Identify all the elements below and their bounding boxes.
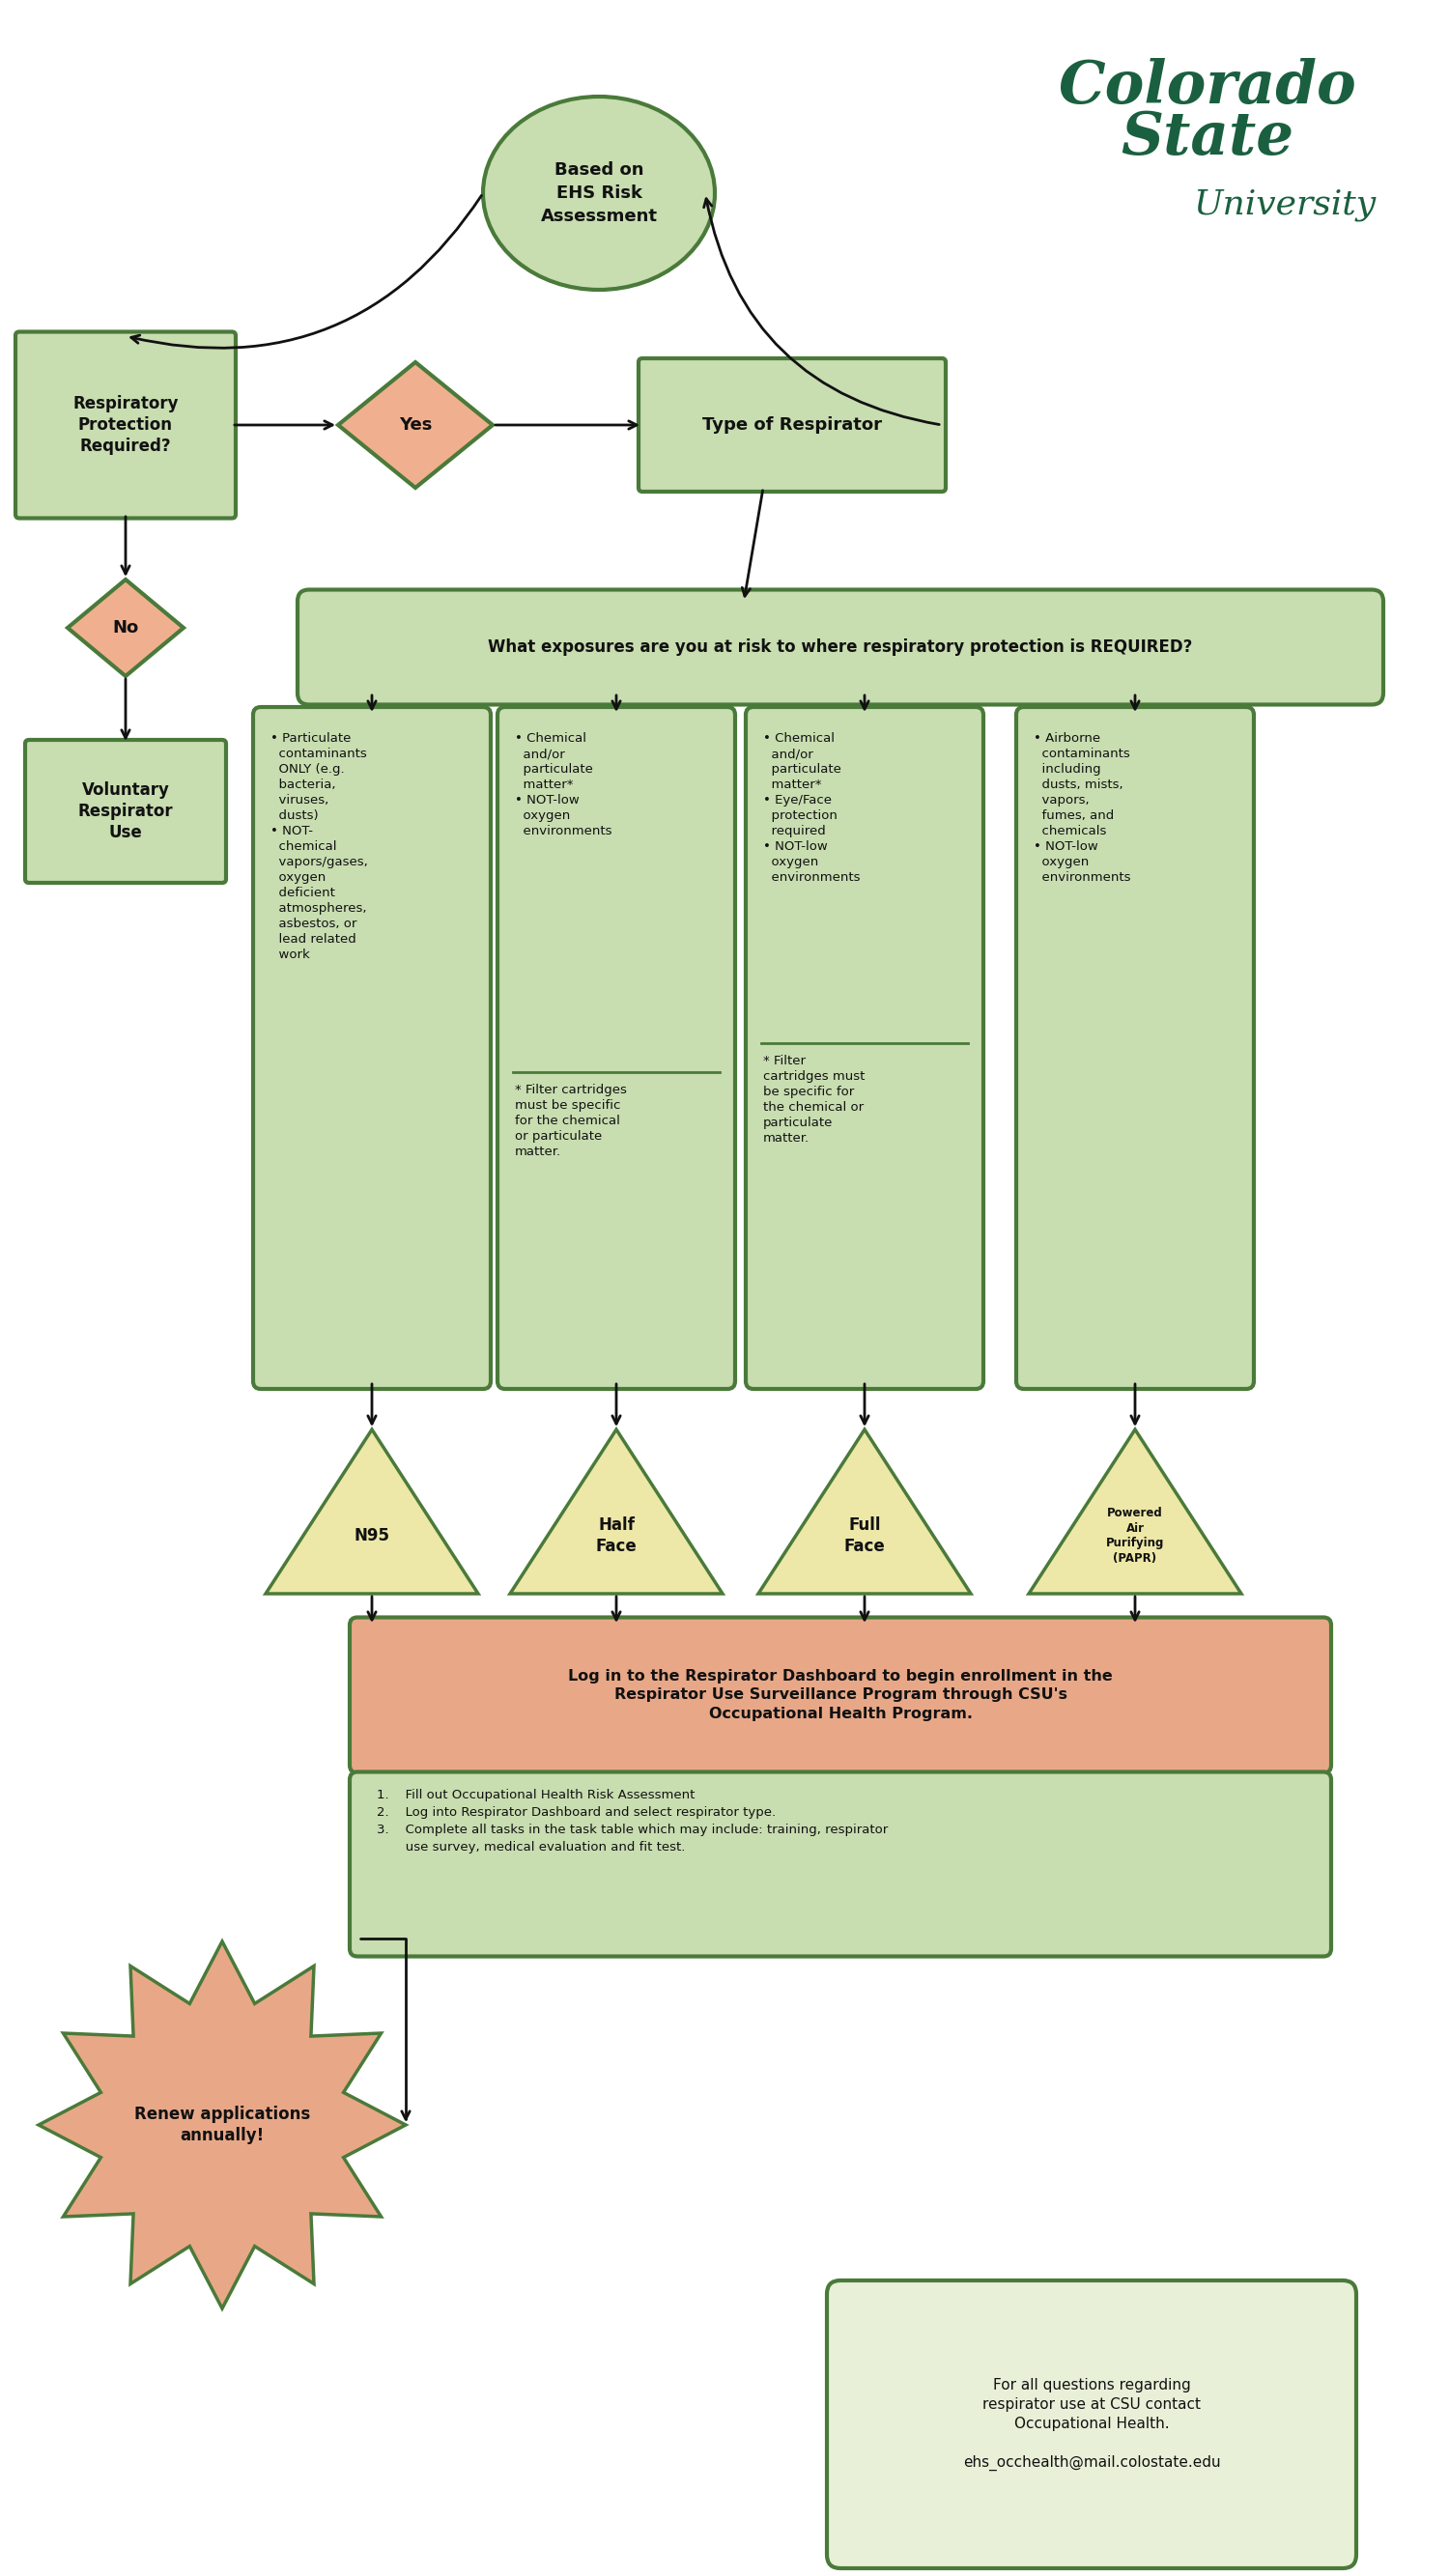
FancyBboxPatch shape — [1016, 706, 1253, 1388]
Polygon shape — [265, 1430, 478, 1595]
Text: • Chemical
  and/or
  particulate
  matter*
• NOT-low
  oxygen
  environments: • Chemical and/or particulate matter* • … — [514, 732, 611, 837]
Text: University: University — [1194, 188, 1377, 222]
Text: What exposures are you at risk to where respiratory protection is REQUIRED?: What exposures are you at risk to where … — [488, 639, 1193, 657]
Text: Colorado
State: Colorado State — [1058, 57, 1356, 167]
Text: Type of Respirator: Type of Respirator — [703, 417, 882, 433]
Text: Log in to the Respirator Dashboard to begin enrollment in the
Respirator Use Sur: Log in to the Respirator Dashboard to be… — [568, 1669, 1113, 1721]
Text: 1.    Fill out Occupational Health Risk Assessment
2.    Log into Respirator Das: 1. Fill out Occupational Health Risk Ass… — [377, 1788, 888, 1855]
Text: • Chemical
  and/or
  particulate
  matter*
• Eye/Face
  protection
  required
•: • Chemical and/or particulate matter* • … — [764, 732, 861, 884]
Text: Based on
EHS Risk
Assessment: Based on EHS Risk Assessment — [540, 162, 658, 224]
Text: Renew applications
annually!: Renew applications annually! — [135, 2105, 310, 2143]
Text: No: No — [113, 618, 139, 636]
Text: Powered
Air
Purifying
(PAPR): Powered Air Purifying (PAPR) — [1106, 1507, 1164, 1566]
Text: N95: N95 — [354, 1528, 390, 1546]
Text: Full
Face: Full Face — [843, 1517, 885, 1556]
Polygon shape — [68, 580, 184, 675]
FancyBboxPatch shape — [349, 1772, 1332, 1955]
FancyBboxPatch shape — [639, 358, 946, 492]
Text: Voluntary
Respirator
Use: Voluntary Respirator Use — [78, 781, 174, 842]
FancyBboxPatch shape — [827, 2280, 1356, 2568]
FancyBboxPatch shape — [349, 1618, 1332, 1772]
FancyBboxPatch shape — [16, 332, 236, 518]
Text: Respiratory
Protection
Required?: Respiratory Protection Required? — [72, 394, 178, 456]
Text: * Filter cartridges
must be specific
for the chemical
or particulate
matter.: * Filter cartridges must be specific for… — [514, 1084, 627, 1159]
FancyBboxPatch shape — [297, 590, 1384, 706]
Text: For all questions regarding
respirator use at CSU contact
Occupational Health.

: For all questions regarding respirator u… — [962, 2378, 1220, 2470]
Ellipse shape — [483, 95, 714, 289]
Text: • Airborne
  contaminants
  including
  dusts, mists,
  vapors,
  fumes, and
  c: • Airborne contaminants including dusts,… — [1033, 732, 1130, 884]
Text: * Filter
cartridges must
be specific for
the chemical or
particulate
matter.: * Filter cartridges must be specific for… — [764, 1054, 865, 1144]
Polygon shape — [1029, 1430, 1242, 1595]
FancyBboxPatch shape — [25, 739, 226, 884]
Polygon shape — [510, 1430, 723, 1595]
Text: Half
Face: Half Face — [596, 1517, 638, 1556]
Polygon shape — [39, 1942, 406, 2308]
FancyBboxPatch shape — [497, 706, 735, 1388]
Text: Yes: Yes — [398, 417, 432, 433]
Polygon shape — [338, 363, 493, 487]
FancyBboxPatch shape — [254, 706, 491, 1388]
FancyBboxPatch shape — [746, 706, 984, 1388]
Text: • Particulate
  contaminants
  ONLY (e.g.
  bacteria,
  viruses,
  dusts)
• NOT-: • Particulate contaminants ONLY (e.g. ba… — [271, 732, 368, 961]
Polygon shape — [758, 1430, 971, 1595]
